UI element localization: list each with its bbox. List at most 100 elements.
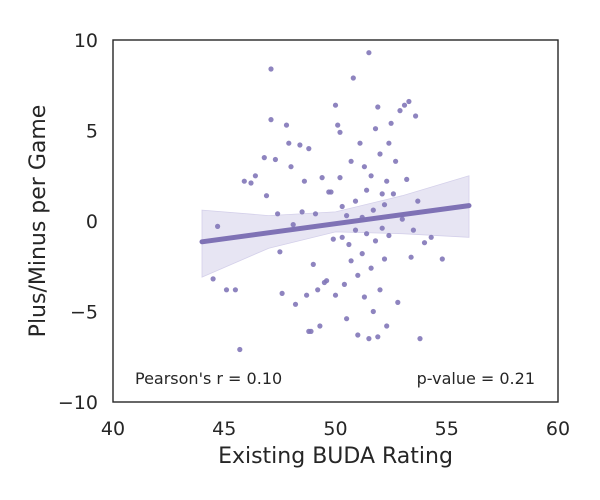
scatter-point xyxy=(297,142,303,148)
scatter-point xyxy=(308,328,314,334)
plot-frame xyxy=(112,39,559,403)
scatter-point xyxy=(344,316,350,322)
scatter-point xyxy=(241,178,247,184)
scatter-point xyxy=(439,256,445,262)
scatter-point xyxy=(395,299,401,305)
scatter-point xyxy=(339,203,345,210)
scatter-point xyxy=(408,254,414,260)
scatter-point xyxy=(375,104,381,110)
scatter-point xyxy=(413,113,419,119)
scatter-point xyxy=(288,164,294,170)
pvalue-annotation: p-value = 0.21 xyxy=(417,369,535,388)
y-tick-label: −5 xyxy=(70,302,98,324)
scatter-point xyxy=(404,176,410,182)
scatter-point xyxy=(379,191,385,197)
scatter-point xyxy=(304,292,310,298)
scatter-point xyxy=(346,241,352,248)
scatter-point xyxy=(232,287,238,293)
scatter-point xyxy=(366,50,372,56)
scatter-point xyxy=(341,281,347,287)
scatter-point xyxy=(337,129,343,135)
scatter-point xyxy=(344,213,350,219)
scatter-point xyxy=(388,120,394,126)
scatter-point xyxy=(368,265,374,271)
scatter-point xyxy=(410,227,416,233)
scatter-point xyxy=(399,216,405,222)
scatter-point xyxy=(306,146,312,152)
scatter-point xyxy=(417,336,423,342)
scatter-point xyxy=(390,191,396,197)
scatter-point xyxy=(370,308,376,315)
scatter-point xyxy=(393,158,399,164)
scatter-point xyxy=(263,193,270,199)
scatter-point xyxy=(286,140,292,146)
plot-area xyxy=(199,50,472,353)
scatter-point xyxy=(401,102,408,108)
scatter-point xyxy=(361,294,367,300)
scatter-point xyxy=(359,251,365,257)
x-tick-label: 45 xyxy=(212,418,236,440)
scatter-point xyxy=(361,164,367,170)
pearson-annotation: Pearson's r = 0.10 xyxy=(135,369,282,388)
x-axis-label: Existing BUDA Rating xyxy=(218,444,453,469)
scatter-point xyxy=(252,173,258,179)
points-layer xyxy=(210,50,445,353)
x-tick-label: 50 xyxy=(323,418,347,440)
y-tick-label: 5 xyxy=(86,121,98,143)
y-tick-label: 10 xyxy=(74,30,98,52)
scatter-point xyxy=(283,122,290,128)
scatter-point xyxy=(428,234,434,240)
scatter-point xyxy=(355,272,361,278)
scatter-point xyxy=(268,117,274,123)
scatter-point xyxy=(272,156,278,163)
scatter-point xyxy=(330,236,336,242)
scatter-point xyxy=(370,207,376,213)
scatter-point xyxy=(364,187,370,193)
scatter-point xyxy=(328,189,334,195)
scatter-point xyxy=(386,140,392,146)
scatter-point xyxy=(324,278,330,284)
y-tick-label: 0 xyxy=(86,211,98,233)
scatter-point xyxy=(421,240,428,246)
x-tick-label: 55 xyxy=(435,418,459,440)
scatter-point xyxy=(406,98,412,105)
scatter-point xyxy=(332,102,339,108)
scatter-point xyxy=(310,261,316,267)
scatter-point xyxy=(223,287,230,293)
scatter-point xyxy=(317,323,323,329)
scatter-point xyxy=(377,151,383,157)
scatter-point xyxy=(415,198,421,204)
scatter-point xyxy=(366,336,372,342)
scatter-point xyxy=(337,175,343,181)
scatter-point xyxy=(379,225,385,231)
scatter-point xyxy=(279,290,285,296)
scatter-point xyxy=(268,66,274,72)
scatter-point xyxy=(277,249,283,255)
scatter-point xyxy=(301,178,307,184)
scatter-point xyxy=(292,301,299,307)
scatter-point xyxy=(375,334,381,340)
scatter-point xyxy=(377,287,383,293)
x-tick-label: 40 xyxy=(101,418,125,440)
scatter-point xyxy=(215,223,221,229)
scatter-point xyxy=(299,209,305,215)
scatter-point xyxy=(275,211,281,217)
scatter-point xyxy=(357,140,363,146)
scatter-point xyxy=(348,158,354,164)
scatter-point xyxy=(210,276,216,282)
scatter-point xyxy=(261,155,267,161)
scatter-point xyxy=(352,198,359,204)
scatter-point xyxy=(364,231,370,237)
scatter-point xyxy=(315,287,321,293)
scatter-point xyxy=(237,346,243,353)
scatter-point xyxy=(335,122,341,128)
x-tick-label: 60 xyxy=(546,418,570,440)
scatter-point xyxy=(248,180,254,186)
scatter-point xyxy=(290,222,296,228)
scatter-point xyxy=(332,292,339,298)
scatter-point xyxy=(368,173,374,179)
scatter-point xyxy=(384,323,390,329)
scatter-point xyxy=(348,258,354,264)
scatter-point xyxy=(355,332,361,338)
